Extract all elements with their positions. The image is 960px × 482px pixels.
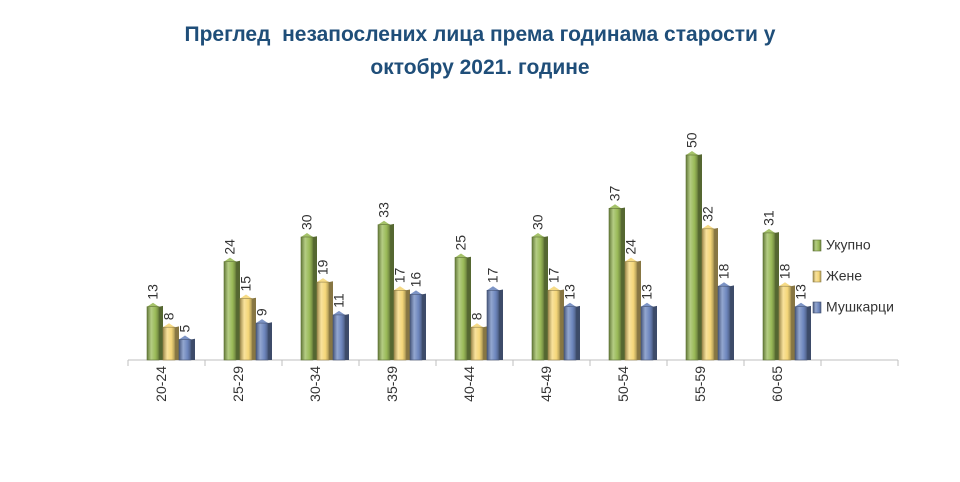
x-tick-label: 45-49 — [538, 366, 554, 402]
bar-Укупно — [685, 151, 702, 361]
bar-Укупно — [608, 204, 625, 361]
legend-swatch — [812, 239, 822, 252]
x-tick-label: 20-24 — [153, 366, 169, 402]
data-label: 17 — [546, 268, 562, 284]
bar-Мушкарци — [794, 302, 811, 361]
bar-Мушкарци — [255, 319, 272, 361]
data-label: 24 — [623, 239, 639, 255]
data-label: 31 — [761, 210, 777, 226]
data-label: 13 — [145, 284, 161, 300]
bar-Укупно — [146, 302, 163, 361]
x-tick-label: 35-39 — [384, 366, 400, 402]
chart-title-line-2: октобру 2021. године — [370, 56, 590, 79]
data-label: 11 — [331, 293, 347, 308]
data-label: 13 — [562, 284, 578, 300]
data-label: 5 — [177, 325, 193, 333]
bar-Жене — [547, 286, 564, 361]
data-label: 30 — [299, 214, 315, 230]
bar-Укупно — [762, 228, 779, 361]
data-label: 25 — [453, 235, 469, 251]
data-label: 13 — [793, 284, 809, 300]
bar-Укупно — [377, 220, 394, 361]
legend-swatch — [812, 270, 822, 283]
data-label: 18 — [777, 263, 793, 279]
bar-Мушкарци — [640, 302, 657, 361]
data-label: 13 — [639, 284, 655, 300]
data-label: 16 — [408, 272, 424, 288]
data-label: 19 — [315, 259, 331, 275]
data-label: 9 — [254, 308, 270, 316]
chart-title: Преглед незапослених лица према годинама… — [0, 18, 960, 84]
bar-Жене — [316, 278, 333, 361]
bar-Жене — [778, 282, 795, 361]
data-label: 18 — [716, 263, 732, 279]
x-tick-label: 55-59 — [692, 366, 708, 402]
data-label: 17 — [392, 268, 408, 284]
x-tick-label: 30-34 — [307, 366, 323, 402]
bar-Жене — [393, 286, 410, 361]
bar-Жене — [470, 323, 487, 361]
legend-item: Жене — [812, 268, 862, 284]
bar-Укупно — [454, 253, 471, 361]
chart-title-line-1: Преглед незапослених лица према годинама… — [184, 23, 776, 46]
x-tick-label: 40-44 — [461, 366, 477, 402]
bar-Укупно — [531, 233, 548, 361]
x-tick-label: 25-29 — [230, 366, 246, 402]
bar-Мушкарци — [409, 290, 426, 361]
data-label: 33 — [376, 202, 392, 218]
legend-label: Мушкарци — [826, 299, 894, 315]
data-label: 32 — [700, 206, 716, 222]
bar-Мушкарци — [486, 286, 503, 361]
bar-Жене — [701, 224, 718, 361]
x-tick-label: 60-65 — [769, 366, 785, 402]
x-tick-label: 50-54 — [615, 366, 631, 402]
bar-Мушкарци — [178, 335, 195, 361]
data-label: 8 — [161, 312, 177, 320]
data-label: 15 — [238, 276, 254, 292]
legend-swatch — [812, 301, 822, 314]
legend-item: Укупно — [812, 237, 871, 253]
bar-Жене — [624, 257, 641, 361]
bar-Жене — [239, 294, 256, 361]
bar-Жене — [162, 323, 179, 361]
bar-Укупно — [223, 257, 240, 361]
legend-item: Мушкарци — [812, 299, 894, 315]
data-label: 24 — [222, 239, 238, 255]
legend-label: Жене — [826, 268, 862, 284]
data-label: 8 — [469, 312, 485, 320]
legend-label: Укупно — [826, 237, 871, 253]
bar-Мушкарци — [717, 282, 734, 361]
data-label: 37 — [607, 186, 623, 202]
bar-Мушкарци — [332, 310, 349, 361]
data-label: 30 — [530, 214, 546, 230]
data-label: 50 — [684, 132, 700, 148]
data-label: 17 — [485, 268, 501, 284]
bar-Укупно — [300, 233, 317, 361]
bar-Мушкарци — [563, 302, 580, 361]
